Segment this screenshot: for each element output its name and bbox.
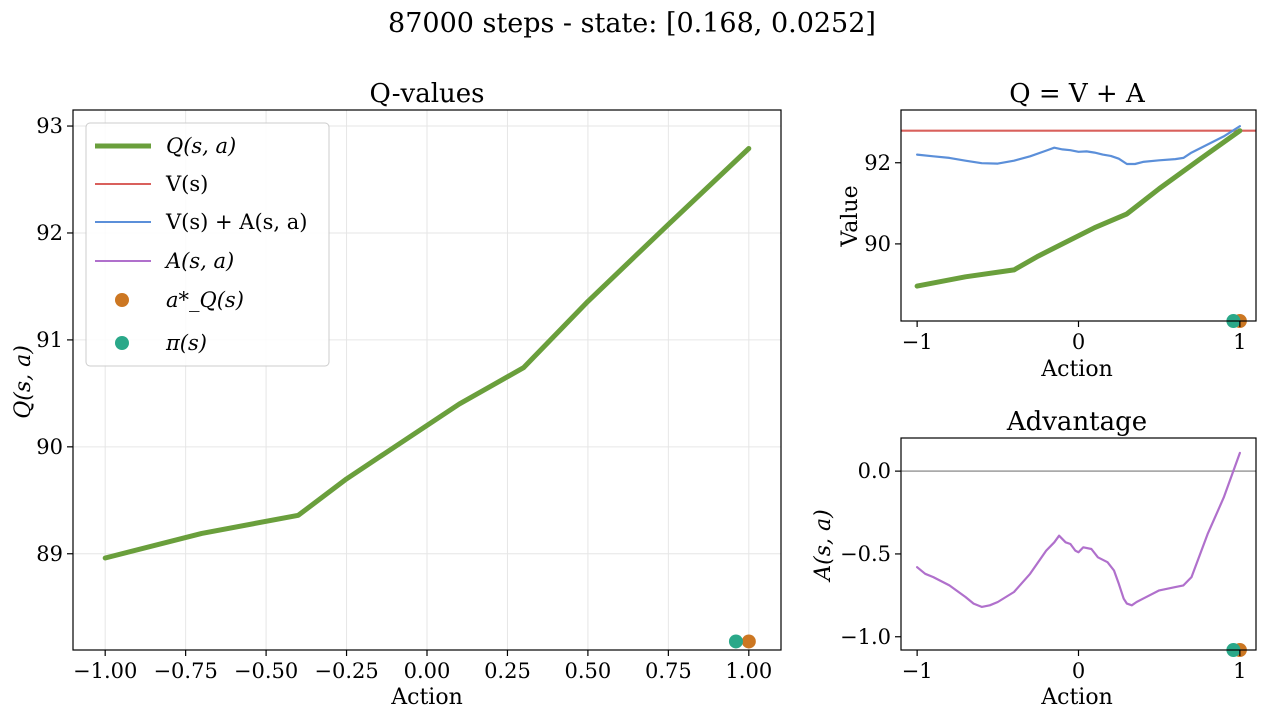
q-values-ytick-label-2: 91 — [36, 328, 63, 352]
q-v-a-series-vpa — [915, 125, 1242, 166]
advantage-panel: −1 0 1 −1.0 −0.5 0.0 Advantage Action A(s, a) — [811, 407, 1257, 710]
legend-label-aq: a*_Q(s) — [166, 288, 244, 312]
advantage-series-adv — [915, 451, 1242, 609]
q-values-xtick-label-6: 0.50 — [565, 659, 612, 683]
legend-box — [85, 122, 330, 367]
q-values-xtick-label-1: −0.75 — [153, 659, 217, 683]
figure-suptitle: 87000 steps - state: [0.168, 0.0252] — [388, 8, 876, 39]
q-values-series-layer — [102, 146, 752, 561]
advantage-ticks: −1 0 1 −1.0 −0.5 0.0 — [840, 459, 1247, 683]
q-v-a-panel: −1 0 1 90 92 Q = V + A Action Value — [838, 79, 1257, 382]
q-v-a-xtick-label-2: 1 — [1233, 330, 1246, 354]
q-values-ytick-label-0: 89 — [36, 542, 63, 566]
q-values-xtick-label-2: −0.50 — [234, 659, 298, 683]
legend-swatch-pi — [115, 336, 129, 350]
legend-label-vpa: V(s) + A(s, a) — [165, 210, 307, 234]
legend-label-q: Q(s, a) — [166, 134, 236, 158]
q-values-xtick-label-3: −0.25 — [314, 659, 378, 683]
q-values-xtick-label-7: 0.75 — [645, 659, 692, 683]
legend-label-v: V(s) — [165, 172, 208, 196]
q-v-a-ticks: −1 0 1 90 92 — [864, 151, 1246, 354]
advantage-ytick-label-2: 0.0 — [858, 459, 891, 483]
q-values-xlabel: Action — [390, 685, 463, 710]
q-v-a-series-q — [914, 128, 1243, 289]
q-values-marker-pi — [728, 634, 743, 649]
q-values-series-q — [102, 146, 752, 561]
advantage-ytick-label-0: −1.0 — [840, 625, 891, 649]
advantage-xtick-label-0: −1 — [902, 659, 933, 683]
legend-swatch-aq — [115, 293, 129, 307]
advantage-xtick-label-1: 0 — [1072, 659, 1085, 683]
q-v-a-xlabel: Action — [1040, 357, 1113, 382]
advantage-title: Advantage — [1006, 407, 1147, 437]
q-values-xtick-label-4: 0.00 — [404, 659, 451, 683]
q-values-ticks: −1.00 −0.75 −0.50 −0.25 0.00 0.25 0.50 0.75 1.00… — [36, 114, 772, 683]
q-v-a-ytick-label-1: 92 — [864, 151, 891, 175]
legend-label-adv: A(s, a) — [164, 249, 234, 273]
q-v-a-title: Q = V + A — [1009, 79, 1146, 109]
q-v-a-axes-frame — [900, 109, 1257, 322]
q-v-a-xtick-label-1: 0 — [1072, 330, 1085, 354]
q-v-a-series-layer — [901, 125, 1256, 289]
q-v-a-ylabel: Value — [838, 185, 863, 247]
advantage-series-layer — [901, 451, 1256, 609]
q-v-a-xtick-label-0: −1 — [902, 330, 933, 354]
legend: Q(s, a) V(s) V(s) + A(s, a) A(s, a) a*_Q… — [85, 122, 330, 367]
q-v-a-ytick-label-0: 90 — [864, 232, 891, 256]
advantage-ytick-label-1: −0.5 — [840, 542, 891, 566]
advantage-xlabel: Action — [1040, 685, 1113, 710]
q-values-ylabel: Q(s, a) — [11, 345, 36, 419]
q-values-xtick-label-0: −1.00 — [73, 659, 137, 683]
q-values-xtick-label-8: 1.00 — [725, 659, 772, 683]
q-values-ytick-label-1: 90 — [36, 435, 63, 459]
q-values-ytick-label-3: 92 — [36, 221, 63, 245]
q-values-title: Q-values — [369, 79, 484, 109]
q-values-markers — [728, 634, 756, 649]
q-values-marker-aq — [741, 634, 756, 649]
q-values-xtick-label-5: 0.25 — [484, 659, 531, 683]
q-values-panel: −1.00 −0.75 −0.50 −0.25 0.00 0.25 0.50 0.75 1.00… — [11, 79, 782, 710]
advantage-ylabel: A(s, a) — [811, 509, 836, 582]
advantage-xtick-label-2: 1 — [1233, 659, 1246, 683]
q-values-ytick-label-4: 93 — [36, 114, 63, 138]
legend-label-pi: π(s) — [165, 331, 207, 355]
